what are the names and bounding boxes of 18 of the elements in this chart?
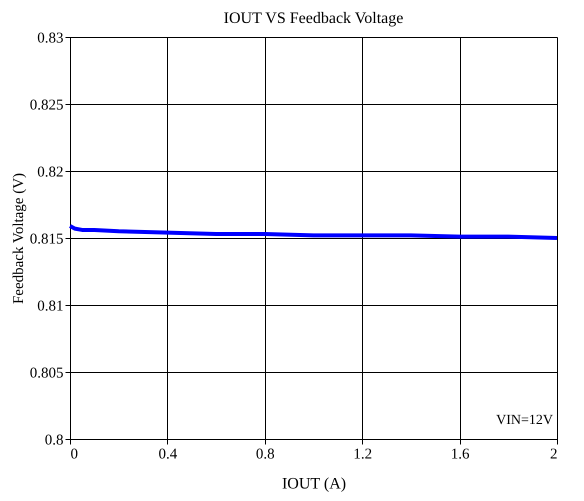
line-series: [68, 224, 559, 240]
x-axis-title: IOUT (A): [282, 476, 346, 492]
y-tick-label: 0.815: [30, 232, 64, 248]
y-tick-label: 0.8: [44, 432, 64, 448]
chart-title: IOUT VS Feedback Voltage: [224, 10, 404, 27]
y-tick-label: 0.81: [37, 298, 64, 314]
x-tick-label: 0.8: [256, 446, 275, 462]
x-tick-label: 2: [550, 446, 558, 462]
x-tick-label: 0.4: [158, 446, 178, 462]
y-tick-label: 0.83: [37, 30, 64, 46]
x-tick-label: 1.6: [450, 446, 470, 462]
x-tick-label: 1.2: [353, 446, 372, 462]
annotation: VIN=12V: [496, 413, 553, 428]
x-tick-label: 0: [70, 446, 78, 462]
y-axis-title: Feedback Voltage (V): [10, 172, 27, 304]
y-tick-label: 0.82: [37, 164, 64, 180]
y-tick-label: 0.825: [30, 98, 64, 114]
y-tick-label: 0.805: [30, 366, 64, 382]
